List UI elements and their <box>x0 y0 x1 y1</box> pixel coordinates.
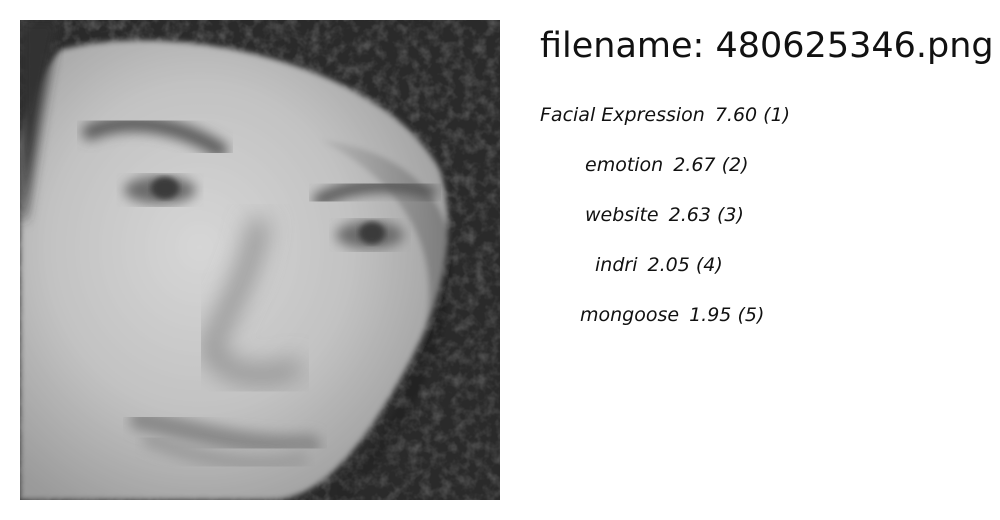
label-rank: (1) <box>763 104 791 126</box>
label-row: emotion 2.67 (2) <box>585 152 749 178</box>
label-name: emotion <box>585 154 664 176</box>
label-row: mongoose 1.95 (5) <box>580 302 764 328</box>
label-row: Facial Expression 7.60 (1) <box>540 102 790 128</box>
label-name: website <box>585 204 659 226</box>
label-score: 2.67 <box>673 154 716 176</box>
filename-title: filename: 480625346.png <box>540 26 994 66</box>
label-rank: (3) <box>716 204 744 226</box>
label-score: 7.60 <box>714 104 758 126</box>
label-row: indri 2.05 (4) <box>595 252 723 278</box>
label-score: 1.95 <box>689 304 732 326</box>
label-score: 2.05 <box>647 254 690 276</box>
label-score: 2.63 <box>668 204 711 226</box>
face-photo-image <box>20 20 500 500</box>
label-rank: (5) <box>737 304 765 326</box>
label-name: Facial Expression <box>540 104 705 126</box>
label-row: website 2.63 (3) <box>585 202 744 228</box>
label-rank: (2) <box>721 154 749 176</box>
label-name: indri <box>595 254 638 276</box>
label-rank: (4) <box>695 254 723 276</box>
label-name: mongoose <box>580 304 680 326</box>
face-photo <box>20 20 500 500</box>
